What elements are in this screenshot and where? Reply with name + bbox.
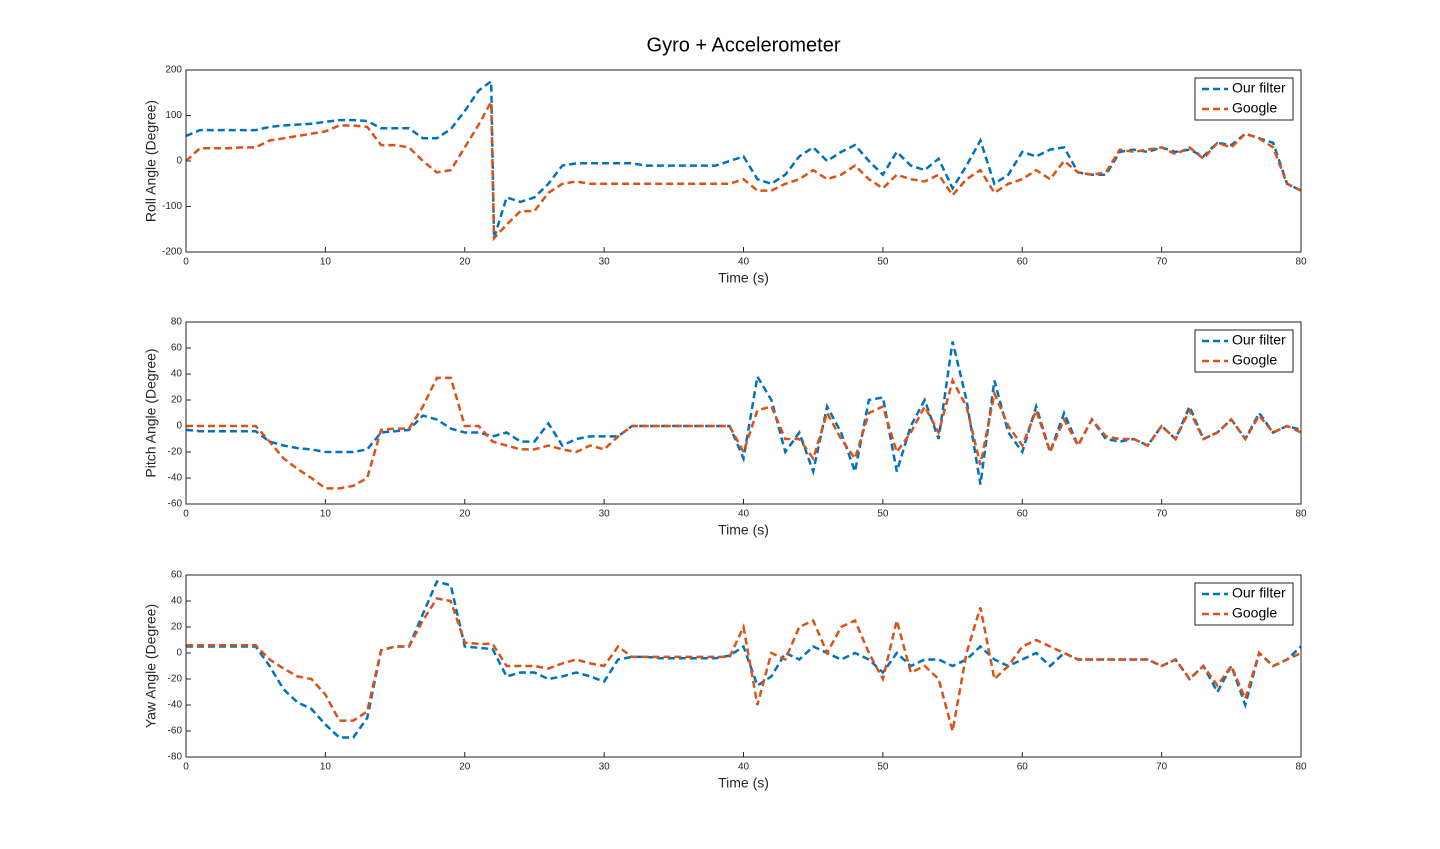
y-tick-label: 60 xyxy=(171,343,183,354)
x-tick-label: 30 xyxy=(599,257,611,268)
x-tick-label: 20 xyxy=(459,257,471,268)
axes-box xyxy=(185,574,1302,758)
legend-box xyxy=(1194,329,1294,373)
x-tick-label: 10 xyxy=(320,509,332,520)
x-tick-label: 60 xyxy=(1017,257,1029,268)
y-tick-label: -80 xyxy=(168,752,183,763)
series-line xyxy=(186,376,1302,490)
legend-label: Google xyxy=(1232,352,1277,368)
x-tick-label: 40 xyxy=(738,762,750,773)
x-tick-label: 20 xyxy=(459,509,471,520)
series-line xyxy=(185,78,1302,239)
x-tick-label: 0 xyxy=(183,257,189,268)
x-tick-label: 10 xyxy=(320,257,332,268)
series-line xyxy=(185,341,1302,485)
y-axis-label: Yaw Angle (Degree) xyxy=(143,604,159,728)
y-tick-label: -60 xyxy=(168,726,183,737)
series-line xyxy=(185,97,1302,242)
x-tick-label: 70 xyxy=(1156,257,1168,268)
y-tick-label: -100 xyxy=(162,201,182,212)
y-tick-label: -20 xyxy=(168,674,183,685)
x-tick-label: 50 xyxy=(877,257,889,268)
legend-label: Our filter xyxy=(1232,80,1286,96)
y-tick-label: 0 xyxy=(176,648,182,659)
x-tick-label: 70 xyxy=(1156,509,1168,520)
x-tick-label: 50 xyxy=(877,762,889,773)
x-tick-label: 60 xyxy=(1017,509,1029,520)
y-tick-label: 60 xyxy=(171,570,183,581)
x-tick-label: 0 xyxy=(183,762,189,773)
y-tick-label: -40 xyxy=(168,473,183,484)
x-axis-label: Time (s) xyxy=(718,522,769,538)
y-axis-label: Roll Angle (Degree) xyxy=(143,100,159,222)
y-tick-label: 100 xyxy=(165,110,182,121)
y-tick-label: 0 xyxy=(176,156,182,167)
legend-label: Our filter xyxy=(1232,585,1286,601)
x-tick-label: 80 xyxy=(1295,762,1307,773)
y-tick-label: 0 xyxy=(176,421,182,432)
plot-area xyxy=(186,70,1301,252)
x-tick-label: 40 xyxy=(738,509,750,520)
y-tick-label: 20 xyxy=(171,622,183,633)
legend-label: Google xyxy=(1232,100,1277,116)
plot-area xyxy=(186,575,1301,757)
y-tick-label: 200 xyxy=(165,65,182,76)
x-tick-label: 40 xyxy=(738,257,750,268)
y-tick-label: 20 xyxy=(171,395,183,406)
y-tick-label: -200 xyxy=(162,247,182,258)
x-tick-label: 60 xyxy=(1017,762,1029,773)
x-tick-label: 10 xyxy=(320,762,332,773)
x-axis-label: Time (s) xyxy=(718,775,769,791)
axes-box xyxy=(185,69,1302,253)
chart-title: Gyro + Accelerometer xyxy=(647,34,841,56)
y-tick-label: -40 xyxy=(168,700,183,711)
x-tick-label: 30 xyxy=(599,509,611,520)
series-line xyxy=(186,597,1302,732)
x-tick-label: 30 xyxy=(599,762,611,773)
y-tick-label: -60 xyxy=(168,499,183,510)
x-tick-label: 80 xyxy=(1295,509,1307,520)
x-tick-label: 0 xyxy=(183,509,189,520)
legend-box xyxy=(1194,77,1294,121)
x-tick-label: 70 xyxy=(1156,762,1168,773)
y-tick-label: 80 xyxy=(171,317,183,328)
x-axis-label: Time (s) xyxy=(718,270,769,286)
plot-area xyxy=(186,322,1301,504)
y-tick-label: 40 xyxy=(171,369,183,380)
y-tick-label: -20 xyxy=(168,447,183,458)
x-tick-label: 20 xyxy=(459,762,471,773)
axes-box xyxy=(185,321,1302,505)
x-tick-label: 80 xyxy=(1295,257,1307,268)
x-tick-label: 50 xyxy=(877,509,889,520)
y-axis-label: Pitch Angle (Degree) xyxy=(143,348,159,477)
legend-box xyxy=(1194,582,1294,626)
legend-label: Our filter xyxy=(1232,332,1286,348)
legend-label: Google xyxy=(1232,605,1277,621)
y-tick-label: 40 xyxy=(171,596,183,607)
